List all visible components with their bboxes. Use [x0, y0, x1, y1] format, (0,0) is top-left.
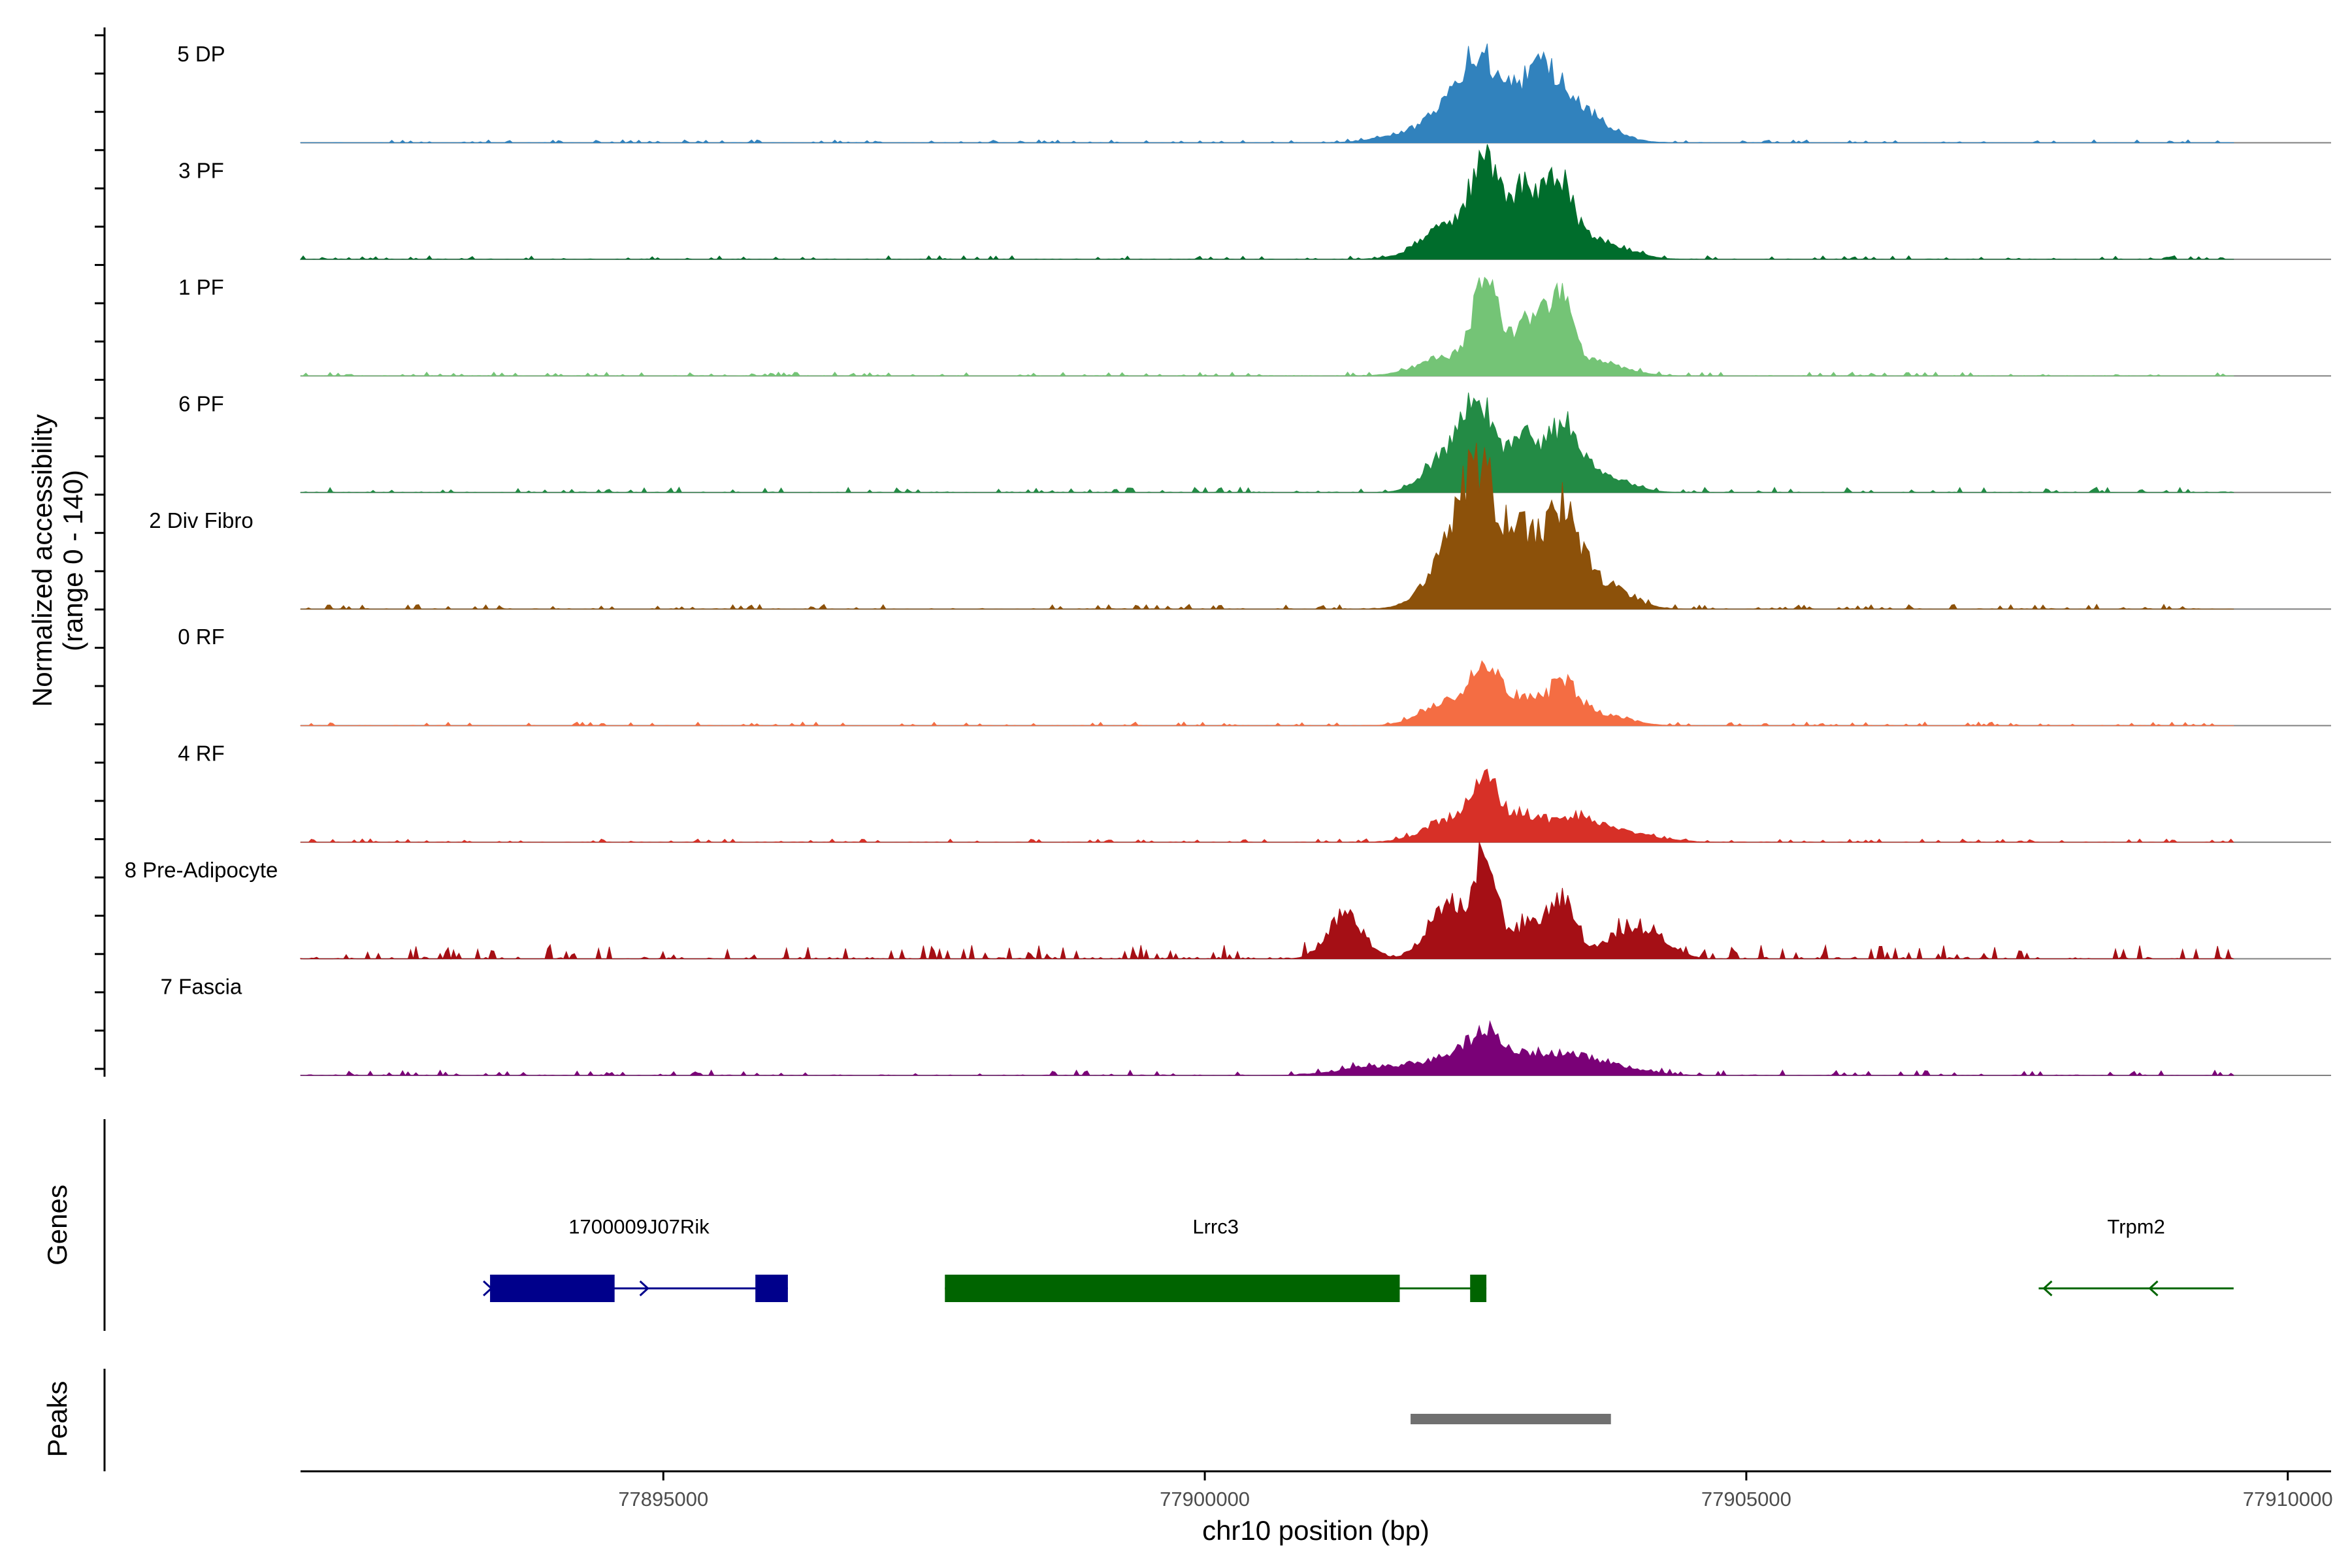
track-1-pf: 1 PF [178, 275, 2331, 377]
gene-exon [490, 1275, 615, 1302]
coverage-area [300, 768, 2234, 843]
gene-annotation-track: 1700009J07Rik Lrrc3 Trpm2 [483, 1215, 2234, 1302]
track-label: 1 PF [178, 275, 224, 299]
peak-bar [1411, 1414, 1611, 1424]
track-label: 2 Div Fibro [149, 508, 253, 532]
coverage-area [300, 442, 2234, 610]
track-6-pf: 6 PF [178, 391, 2331, 493]
track-label: 0 RF [178, 625, 225, 649]
track-3-pf: 3 PF [178, 144, 2331, 261]
strand-arrow-icon [2148, 1280, 2159, 1297]
gene-exon [755, 1275, 788, 1302]
gene-lrrc3: Lrrc3 [945, 1215, 1487, 1302]
gene-trpm2: Trpm2 [2038, 1215, 2234, 1297]
track-5-dp: 5 DP [177, 42, 2331, 144]
track-0-rf: 0 RF [178, 625, 2331, 727]
track-label: 5 DP [177, 42, 225, 66]
track-label: 6 PF [178, 391, 224, 416]
track-8-pre-adipocyte: 8 Pre-Adipocyte [125, 841, 2331, 960]
coverage-area [300, 1020, 2234, 1076]
coverage-tracks: 5 DP 3 PF 1 PF 6 PF 2 Div Fibro 0 RF 4 RF 8 Pre… [125, 42, 2331, 1076]
x-axis-title: chr10 position (bp) [1202, 1515, 1429, 1546]
genes-panel-title: Genes [42, 1184, 73, 1266]
gene-label: Trpm2 [2107, 1215, 2164, 1238]
x-tick-label: 77895000 [618, 1488, 708, 1511]
x-axis-ticks: 77895000 77900000 77905000 77910000 [618, 1471, 2333, 1511]
strand-arrow-icon [639, 1280, 649, 1297]
y-axis-title-line1: Normalized accessibility [27, 414, 57, 707]
track-label: 7 Fascia [161, 975, 242, 999]
track-label: 8 Pre-Adipocyte [125, 858, 278, 882]
peak-track [1411, 1414, 1611, 1424]
strand-arrow-icon [2042, 1280, 2053, 1297]
track-label: 4 RF [178, 742, 225, 766]
coverage-area [300, 392, 2234, 493]
x-tick-label: 77910000 [2243, 1488, 2333, 1511]
strand-arrow-icon [483, 1280, 493, 1297]
coverage-panel-ticks [95, 34, 105, 1070]
coverage-area [300, 276, 2234, 377]
peaks-panel-title: Peaks [42, 1381, 73, 1458]
coverage-area [300, 660, 2234, 727]
gene-1700009j07rik: 1700009J07Rik [483, 1215, 788, 1302]
coverage-area [300, 43, 2234, 144]
track-label: 3 PF [178, 158, 224, 182]
track-2-div-fibro: 2 Div Fibro [149, 442, 2331, 610]
track-7-fascia: 7 Fascia [161, 975, 2331, 1076]
coverage-area [300, 841, 2234, 960]
x-tick-label: 77905000 [1701, 1488, 1791, 1511]
y-axis-title-line2: (range 0 - 140) [57, 470, 88, 651]
coverage-area [300, 144, 2234, 261]
gene-exon [945, 1275, 1400, 1302]
gene-label: 1700009J07Rik [568, 1215, 710, 1238]
gene-label: Lrrc3 [1192, 1215, 1239, 1238]
track-4-rf: 4 RF [178, 742, 2331, 843]
x-tick-label: 77900000 [1160, 1488, 1250, 1511]
gene-exon [1470, 1275, 1487, 1302]
